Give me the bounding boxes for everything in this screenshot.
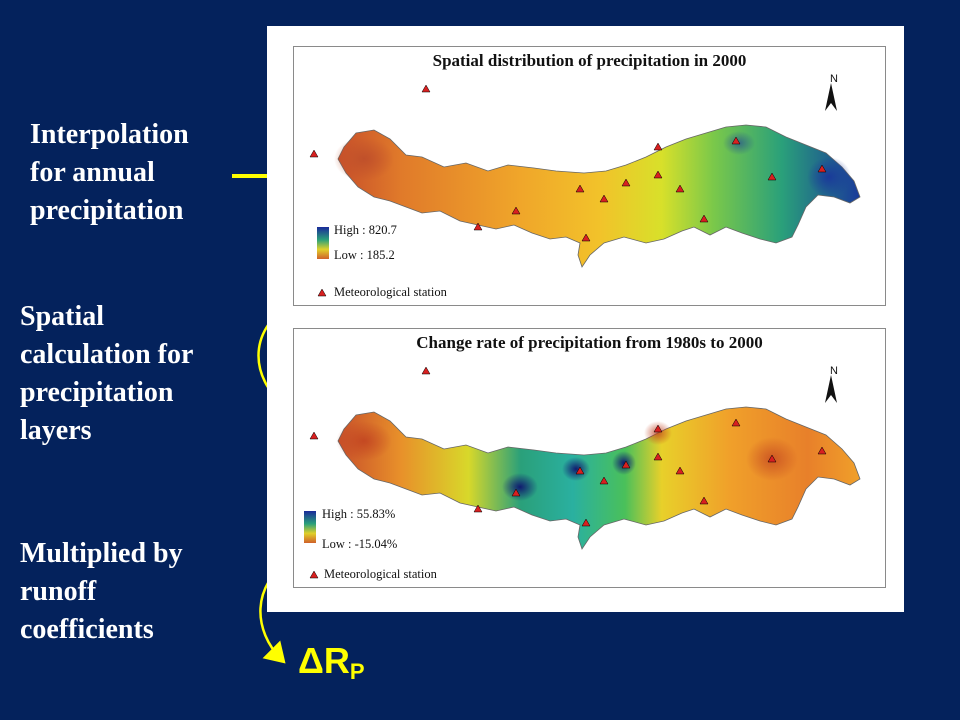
north-arrow-icon (825, 375, 837, 403)
legend-high: High : 820.7 (334, 223, 397, 237)
step-label-line: Multiplied by (20, 538, 183, 569)
legend-color-bar (304, 511, 316, 543)
change-rate-map: Change rate of precipitation from 1980s … (293, 328, 886, 588)
precipitation-map-graphic (309, 83, 861, 297)
legend-color-bar (317, 227, 329, 259)
symbol-drp-main: ΔR (298, 640, 350, 681)
symbol-drp-sub: P (349, 659, 365, 684)
step-label-line: precipitation (20, 377, 174, 408)
stations (309, 366, 827, 579)
legend-low: Low : -15.04% (322, 537, 398, 551)
basin-shape (337, 124, 861, 268)
station-legend: Meteorological station (334, 285, 447, 299)
north-arrow-icon (825, 83, 837, 111)
stations (309, 84, 827, 297)
basin-shape (337, 406, 861, 550)
step-label-line: calculation for (20, 339, 194, 370)
precipitation-map: Spatial distribution of precipitation in… (293, 46, 886, 306)
step-label-line: precipitation (30, 195, 184, 226)
map-title: Change rate of precipitation from 1980s … (416, 333, 763, 352)
step-label-line: coefficients (20, 614, 154, 645)
change-rate-map-graphic (304, 366, 861, 579)
step-label-spatial-calculation: Spatial calculation for precipitation la… (20, 298, 260, 450)
legend-high: High : 55.83% (322, 507, 396, 521)
step-label-runoff: Multiplied by runoff coefficients (20, 535, 260, 649)
step-label-line: Spatial (20, 301, 105, 332)
symbol-delta-rp: ΔRP (298, 640, 365, 685)
map-title: Spatial distribution of precipitation in… (432, 51, 747, 70)
step-label-line: Interpolation (30, 119, 189, 150)
north-label: N (830, 365, 838, 377)
station-legend: Meteorological station (324, 567, 437, 581)
north-label: N (830, 73, 838, 85)
legend-low: Low : 185.2 (334, 248, 395, 262)
step-label-line: for annual (30, 157, 155, 188)
step-label-line: runoff (20, 576, 97, 607)
maps-panel: Spatial distribution of precipitation in… (267, 26, 904, 612)
step-label-line: layers (20, 415, 92, 446)
step-label-interpolation: Interpolation for annual precipitation (30, 116, 250, 230)
